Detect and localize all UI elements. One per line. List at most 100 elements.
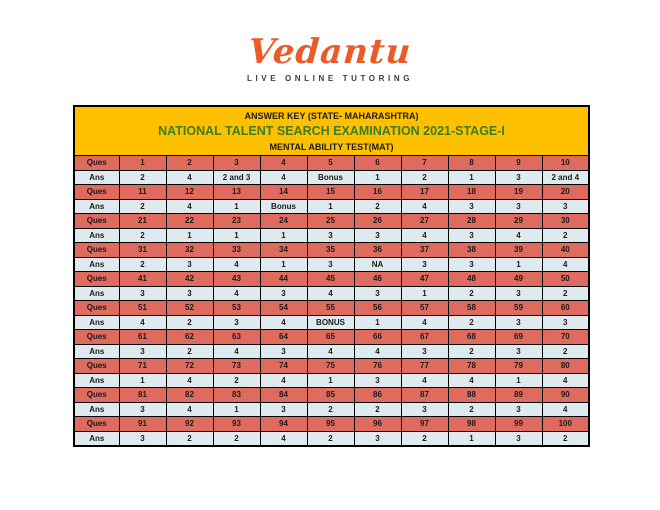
row-label-cell: Ans bbox=[73, 401, 120, 417]
row-label-cell: Ques bbox=[73, 213, 120, 229]
row-label-cell: Ans bbox=[73, 314, 120, 330]
question-number-cell: 29 bbox=[494, 213, 543, 229]
question-number-cell: 75 bbox=[306, 358, 355, 374]
question-number-cell: 100 bbox=[541, 416, 590, 432]
question-number-cell: 31 bbox=[118, 242, 167, 258]
question-number-cell: 38 bbox=[447, 242, 496, 258]
question-number-cell: 88 bbox=[447, 387, 496, 403]
question-number-cell: 99 bbox=[494, 416, 543, 432]
question-number-cell: 39 bbox=[494, 242, 543, 258]
question-number-cell: 42 bbox=[165, 271, 214, 287]
question-number-cell: 71 bbox=[118, 358, 167, 374]
question-number-cell: 84 bbox=[259, 387, 308, 403]
answer-value-cell: NA bbox=[353, 256, 402, 272]
row-label-cell: Ans bbox=[73, 169, 120, 185]
question-number-cell: 17 bbox=[400, 184, 449, 200]
question-number-cell: 24 bbox=[259, 213, 308, 229]
question-number-cell: 78 bbox=[447, 358, 496, 374]
question-number-cell: 56 bbox=[353, 300, 402, 316]
answer-value-cell: 2 bbox=[541, 285, 590, 301]
answer-key-table: ANSWER KEY (STATE- MAHARASHTRA) NATIONAL… bbox=[73, 105, 591, 447]
answer-value-cell: 3 bbox=[165, 285, 214, 301]
answer-value-cell: 2 bbox=[447, 343, 496, 359]
answer-value-cell: 4 bbox=[400, 314, 449, 330]
question-number-cell: 68 bbox=[447, 329, 496, 345]
answer-value-cell: Bonus bbox=[306, 169, 355, 185]
answer-value-cell: 3 bbox=[447, 198, 496, 214]
question-number-cell: 20 bbox=[541, 184, 590, 200]
answer-value-cell: 3 bbox=[494, 198, 543, 214]
question-number-cell: 58 bbox=[447, 300, 496, 316]
answer-value-cell: 1 bbox=[212, 401, 261, 417]
answer-value-cell: 4 bbox=[259, 169, 308, 185]
question-number-cell: 81 bbox=[118, 387, 167, 403]
answer-value-cell: 2 bbox=[165, 343, 214, 359]
answer-value-cell: 3 bbox=[353, 430, 402, 447]
answer-value-cell: 2 bbox=[353, 198, 402, 214]
question-number-cell: 50 bbox=[541, 271, 590, 287]
question-number-cell: 40 bbox=[541, 242, 590, 258]
row-label-cell: Ans bbox=[73, 256, 120, 272]
question-number-cell: 45 bbox=[306, 271, 355, 287]
question-number-cell: 97 bbox=[400, 416, 449, 432]
answer-value-cell: 1 bbox=[165, 227, 214, 243]
question-number-cell: 70 bbox=[541, 329, 590, 345]
question-row: Ques 51 52 53 54 55 56 57 58 59 60 bbox=[73, 300, 590, 316]
row-label-cell: Ans bbox=[73, 430, 120, 447]
question-number-cell: 51 bbox=[118, 300, 167, 316]
question-row: Ques 61 62 63 64 65 66 67 68 69 70 bbox=[73, 329, 590, 345]
answer-value-cell: 2 and 3 bbox=[212, 169, 261, 185]
row-label-cell: Ques bbox=[73, 242, 120, 258]
answer-value-cell: 2 bbox=[118, 198, 167, 214]
answer-value-cell: 2 bbox=[447, 285, 496, 301]
question-number-cell: 9 bbox=[494, 155, 543, 171]
answer-row: Ans 3 2 2 4 2 3 2 1 3 2 bbox=[73, 430, 590, 447]
answer-value-cell: 3 bbox=[400, 343, 449, 359]
question-number-cell: 87 bbox=[400, 387, 449, 403]
question-number-cell: 34 bbox=[259, 242, 308, 258]
answer-row: Ans 4 2 3 4 BONUS 1 4 2 3 3 bbox=[73, 314, 590, 330]
answer-value-cell: 4 bbox=[541, 401, 590, 417]
question-number-cell: 33 bbox=[212, 242, 261, 258]
answer-value-cell: 3 bbox=[494, 401, 543, 417]
answer-value-cell: 2 bbox=[541, 227, 590, 243]
exam-name-title: NATIONAL TALENT SEARCH EXAMINATION 2021-… bbox=[158, 123, 505, 138]
question-number-cell: 95 bbox=[306, 416, 355, 432]
question-number-cell: 72 bbox=[165, 358, 214, 374]
answer-value-cell: 4 bbox=[447, 372, 496, 388]
question-number-cell: 32 bbox=[165, 242, 214, 258]
answer-value-cell: 4 bbox=[353, 343, 402, 359]
answer-value-cell: 3 bbox=[306, 227, 355, 243]
question-number-cell: 11 bbox=[118, 184, 167, 200]
question-number-cell: 28 bbox=[447, 213, 496, 229]
question-number-cell: 74 bbox=[259, 358, 308, 374]
answer-value-cell: 3 bbox=[353, 285, 402, 301]
answer-value-cell: 2 bbox=[541, 343, 590, 359]
question-number-cell: 89 bbox=[494, 387, 543, 403]
answer-row: Ans 3 2 4 3 4 4 3 2 3 2 bbox=[73, 343, 590, 359]
answer-value-cell: 4 bbox=[212, 256, 261, 272]
answer-value-cell: 3 bbox=[118, 343, 167, 359]
question-number-cell: 13 bbox=[212, 184, 261, 200]
question-number-cell: 16 bbox=[353, 184, 402, 200]
answer-value-cell: 1 bbox=[494, 372, 543, 388]
answer-value-cell: 1 bbox=[353, 169, 402, 185]
answer-value-cell: 2 bbox=[165, 314, 214, 330]
question-number-cell: 7 bbox=[400, 155, 449, 171]
answer-value-cell: 4 bbox=[400, 372, 449, 388]
answer-value-cell: 3 bbox=[259, 401, 308, 417]
answer-value-cell: 3 bbox=[118, 285, 167, 301]
question-number-cell: 76 bbox=[353, 358, 402, 374]
answer-value-cell: 4 bbox=[306, 343, 355, 359]
answer-row: Ans 3 3 4 3 4 3 1 2 3 2 bbox=[73, 285, 590, 301]
question-number-cell: 96 bbox=[353, 416, 402, 432]
question-number-cell: 91 bbox=[118, 416, 167, 432]
question-number-cell: 48 bbox=[447, 271, 496, 287]
row-label-cell: Ans bbox=[73, 343, 120, 359]
answer-value-cell: 3 bbox=[494, 169, 543, 185]
answer-value-cell: 3 bbox=[118, 401, 167, 417]
question-number-cell: 66 bbox=[353, 329, 402, 345]
question-row: Ques 41 42 43 44 45 46 47 48 49 50 bbox=[73, 271, 590, 287]
question-number-cell: 12 bbox=[165, 184, 214, 200]
question-number-cell: 10 bbox=[541, 155, 590, 171]
